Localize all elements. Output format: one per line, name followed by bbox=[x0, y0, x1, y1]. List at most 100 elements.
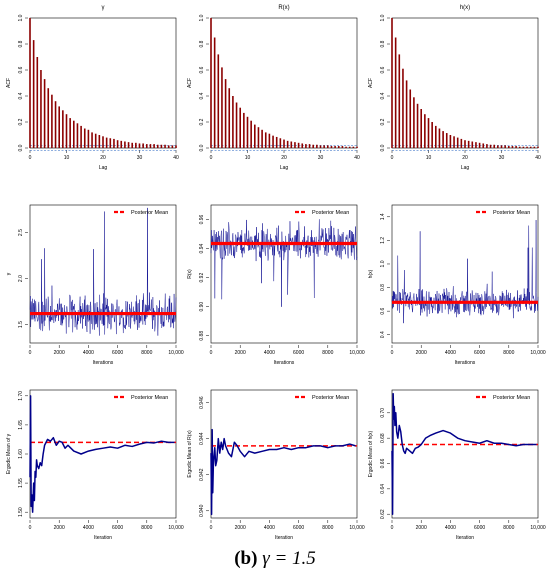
acf-bar bbox=[257, 127, 260, 148]
plot-frame bbox=[210, 204, 358, 344]
acf-bar bbox=[232, 96, 234, 148]
plot-frame bbox=[391, 204, 539, 344]
x-tick-label: 10 bbox=[426, 155, 432, 161]
x-tick-label: 4000 bbox=[445, 350, 456, 356]
acf-bar bbox=[515, 146, 517, 148]
acf-bar bbox=[51, 94, 53, 148]
x-tick-label: 10 bbox=[245, 155, 251, 161]
acf-bar bbox=[526, 146, 528, 148]
y-tick-label: 0.8 bbox=[199, 40, 205, 47]
acf-bar bbox=[135, 142, 137, 148]
x-tick-label: 10,000 bbox=[168, 350, 184, 356]
acf-bar bbox=[268, 133, 271, 148]
y-tick-label: 0.64 bbox=[380, 484, 386, 494]
acf-bar bbox=[475, 142, 477, 148]
acf-bar bbox=[146, 144, 148, 148]
y-tick-label: 0.2 bbox=[199, 118, 205, 125]
acf-bar bbox=[533, 146, 536, 148]
y-tick-label: 0.2 bbox=[18, 118, 24, 125]
acf-bar bbox=[171, 145, 174, 148]
acf-bar bbox=[442, 131, 444, 148]
acf-bar bbox=[62, 110, 64, 148]
y-tick-label: 0.8 bbox=[380, 40, 386, 47]
y-axis-label: ACF bbox=[368, 78, 374, 88]
y-tick-label: 0.90 bbox=[199, 302, 205, 312]
x-axis-label: Iteration bbox=[456, 535, 474, 541]
x-tick-label: 40 bbox=[535, 155, 541, 161]
x-tick-label: 4000 bbox=[83, 350, 94, 356]
y-axis-label: Ergodic Mean of γ bbox=[6, 433, 12, 474]
x-tick-label: 8000 bbox=[141, 350, 152, 356]
acf-bar bbox=[228, 88, 231, 148]
acf-bar bbox=[337, 146, 340, 148]
x-axis-label: Iteration bbox=[275, 535, 293, 541]
panel-ergodic-1: 0 2000 4000 6000 8000 10,000 1.50 1.55 1.60 1.65 1… bbox=[6, 389, 184, 541]
acf-bar bbox=[73, 120, 75, 148]
y-tick-label: 1.65 bbox=[18, 420, 24, 430]
y-axis-label: ACF bbox=[187, 78, 193, 88]
acf-bar bbox=[210, 18, 212, 148]
x-tick-label: 0 bbox=[210, 155, 213, 161]
x-tick-label: 10 bbox=[64, 155, 70, 161]
y-tick-label: 0.6 bbox=[18, 66, 24, 73]
x-tick-label: 0 bbox=[29, 525, 32, 531]
acf-bar bbox=[445, 133, 448, 148]
y-tick-label: 0.66 bbox=[380, 458, 386, 468]
acf-bar bbox=[405, 80, 408, 148]
x-tick-label: 10,000 bbox=[530, 350, 546, 356]
acf-bar bbox=[120, 140, 123, 148]
acf-bar bbox=[286, 140, 289, 148]
panel-ergodic-3: 0 2000 4000 6000 8000 10,000 0.62 0.64 0.66 0.68 0… bbox=[368, 389, 546, 541]
acf-bar bbox=[482, 143, 485, 148]
panel-trace-1: 0 2000 4000 6000 8000 10,000 1.5 2.0 2.5 Iteratio… bbox=[6, 204, 184, 366]
y-axis-label: Ergodic Mean of R(x) bbox=[187, 430, 193, 478]
acf-bar bbox=[29, 18, 31, 148]
ergodic-mean-line bbox=[210, 428, 356, 516]
y-tick-label: 1.50 bbox=[18, 507, 24, 517]
x-tick-label: 10,000 bbox=[168, 525, 184, 531]
acf-bar bbox=[167, 145, 170, 148]
legend-label: Posterior Mean bbox=[131, 395, 168, 401]
x-tick-label: 2000 bbox=[416, 350, 427, 356]
x-tick-label: 2000 bbox=[54, 350, 65, 356]
acf-bar bbox=[467, 140, 470, 148]
ergodic-mean-line bbox=[29, 395, 175, 513]
y-tick-label: 1.60 bbox=[18, 449, 24, 459]
acf-bar bbox=[239, 107, 241, 148]
x-tick-label: 0 bbox=[29, 155, 32, 161]
x-tick-label: 8000 bbox=[322, 525, 333, 531]
x-tick-label: 4000 bbox=[83, 525, 94, 531]
plot-frame bbox=[391, 389, 539, 519]
y-axis-label: h(x) bbox=[368, 269, 374, 278]
acf-bar bbox=[83, 128, 86, 148]
acf-bar bbox=[272, 135, 274, 148]
x-tick-label: 0 bbox=[210, 350, 213, 356]
legend-label: Posterior Mean bbox=[493, 210, 530, 216]
acf-bar bbox=[308, 144, 311, 148]
x-tick-label: 30 bbox=[318, 155, 324, 161]
y-tick-label: 0.6 bbox=[380, 66, 386, 73]
y-tick-label: 0.4 bbox=[199, 92, 205, 99]
panel-trace-3: 0 2000 4000 6000 8000 10,000 0.4 0.6 0.8 1.0 1.2 1.… bbox=[368, 204, 546, 366]
x-tick-label: 6000 bbox=[474, 350, 485, 356]
x-tick-label: 30 bbox=[137, 155, 143, 161]
legend-label: Posterior Mean bbox=[493, 395, 530, 401]
x-tick-label: 10,000 bbox=[349, 525, 365, 531]
acf-bar bbox=[453, 136, 455, 148]
acf-bar bbox=[449, 135, 452, 148]
y-tick-label: 1.0 bbox=[380, 14, 386, 21]
acf-bar bbox=[471, 141, 474, 148]
y-tick-label: 1.55 bbox=[18, 478, 24, 488]
acf-bar bbox=[402, 68, 404, 148]
figure-panel: 0 10 20 30 40 0.0 0.2 0.4 0.6 0.8 1.0 Lag ACF γ 0 10 20 3… bbox=[6, 5, 546, 541]
acf-bar bbox=[164, 144, 166, 148]
caption-text: γ = 1.5 bbox=[262, 548, 316, 569]
y-tick-label: 1.2 bbox=[380, 237, 386, 244]
acf-bar bbox=[47, 88, 50, 148]
acf-bar bbox=[113, 138, 115, 148]
acf-bar bbox=[420, 109, 422, 148]
y-tick-label: 0.940 bbox=[199, 504, 205, 517]
x-tick-label: 10,000 bbox=[530, 525, 546, 531]
acf-bar bbox=[438, 128, 441, 148]
legend-label: Posterior Mean bbox=[312, 395, 349, 401]
